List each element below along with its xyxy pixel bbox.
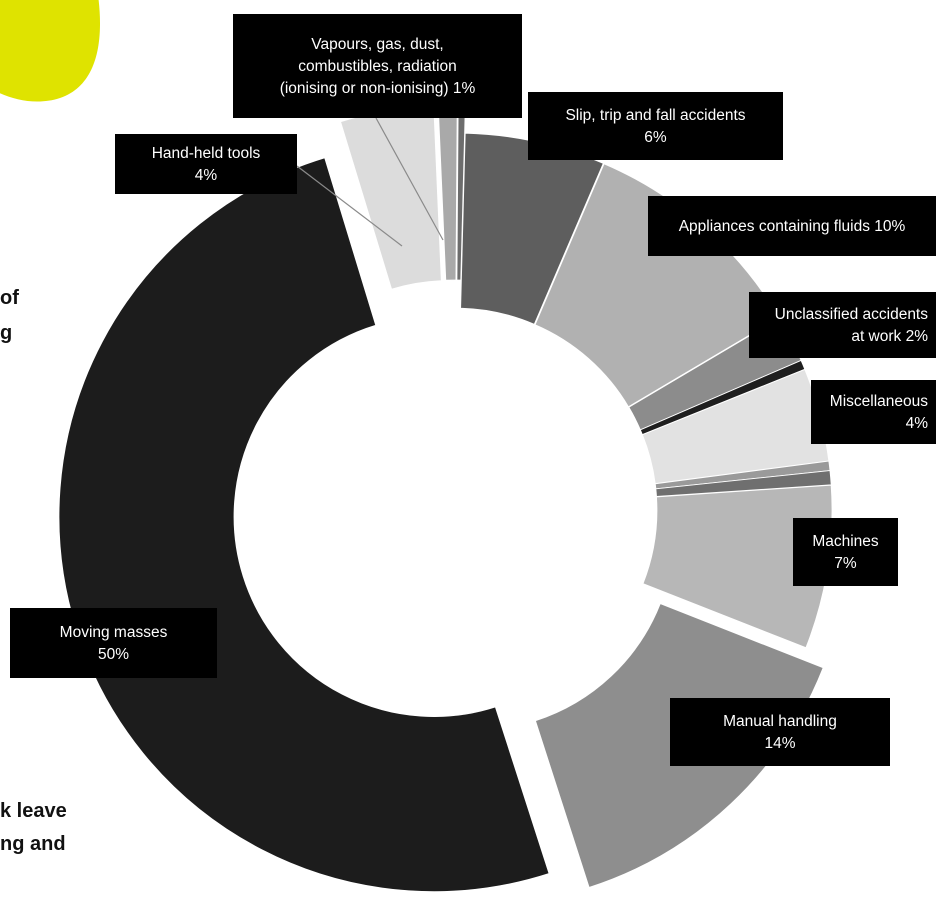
label-unclassified-box — [749, 292, 936, 358]
label-moving-masses-box — [10, 608, 217, 678]
label-manual-handling-text: 14% — [764, 735, 795, 752]
clipped-text-line-1: of — [0, 287, 19, 309]
label-slip-trip-fall-box — [528, 92, 783, 160]
label-appliances: Appliances containing fluids 10% — [648, 196, 936, 256]
label-machines-text: 7% — [834, 555, 857, 572]
label-moving-masses: Moving masses 50% — [10, 608, 217, 678]
slice-unlabeled-11 — [437, 104, 458, 281]
label-slip-trip-fall: Slip, trip and fall accidents 6% — [528, 92, 783, 160]
leader-vapours — [375, 117, 444, 241]
label-vapours-text: combustibles, radiation — [298, 58, 457, 75]
label-vapours-text: (ionising or non-ionising) 1% — [280, 80, 476, 97]
label-unclassified-text: Unclassified accidents — [775, 306, 929, 323]
label-machines: Machines 7% — [793, 518, 898, 586]
label-unclassified-text: at work 2% — [851, 328, 928, 345]
label-machines-text: Machines — [812, 533, 879, 550]
leader-lines — [296, 117, 444, 247]
label-miscellaneous-text: Miscellaneous — [830, 393, 928, 410]
label-miscellaneous: Miscellaneous 4% — [811, 380, 936, 444]
label-slip-trip-fall-text: 6% — [644, 129, 667, 146]
label-hand-held-tools-box — [115, 134, 297, 194]
clipped-text-line-4: ng and — [0, 833, 66, 855]
label-hand-held-tools-text: 4% — [195, 167, 218, 184]
label-vapours-box — [233, 14, 522, 118]
label-slip-trip-fall-text: Slip, trip and fall accidents — [565, 107, 745, 124]
slice-unlabeled-6 — [655, 470, 832, 497]
slice-moving-masses — [58, 157, 550, 892]
label-hand-held-tools: Hand-held tools 4% — [115, 134, 297, 194]
label-moving-masses-text: Moving masses — [60, 624, 168, 641]
slice-labels: Vapours, gas, dust, combustibles, radiati… — [10, 14, 936, 766]
label-moving-masses-text: 50% — [98, 646, 129, 663]
label-miscellaneous-box — [811, 380, 936, 444]
slice-slip-trip-and-fall-accidents — [460, 132, 604, 325]
clipped-text-line-2: g — [0, 322, 12, 344]
label-appliances-box — [648, 196, 936, 256]
leader-hand-held-tools — [296, 165, 403, 247]
section-number-decoration — [0, 0, 100, 102]
label-manual-handling: Manual handling 14% — [670, 698, 890, 766]
label-appliances-text: Appliances containing fluids 10% — [679, 218, 906, 235]
label-manual-handling-text: Manual handling — [723, 713, 837, 730]
clipped-text-line-3: k leave — [0, 800, 67, 822]
label-miscellaneous-text: 4% — [906, 415, 929, 432]
label-unclassified: Unclassified accidents at work 2% — [749, 292, 936, 358]
label-hand-held-tools-text: Hand-held tools — [152, 145, 261, 162]
label-machines-box — [793, 518, 898, 586]
label-vapours: Vapours, gas, dust, combustibles, radiati… — [233, 14, 522, 118]
label-vapours-text: Vapours, gas, dust, — [311, 36, 443, 53]
label-manual-handling-box — [670, 698, 890, 766]
